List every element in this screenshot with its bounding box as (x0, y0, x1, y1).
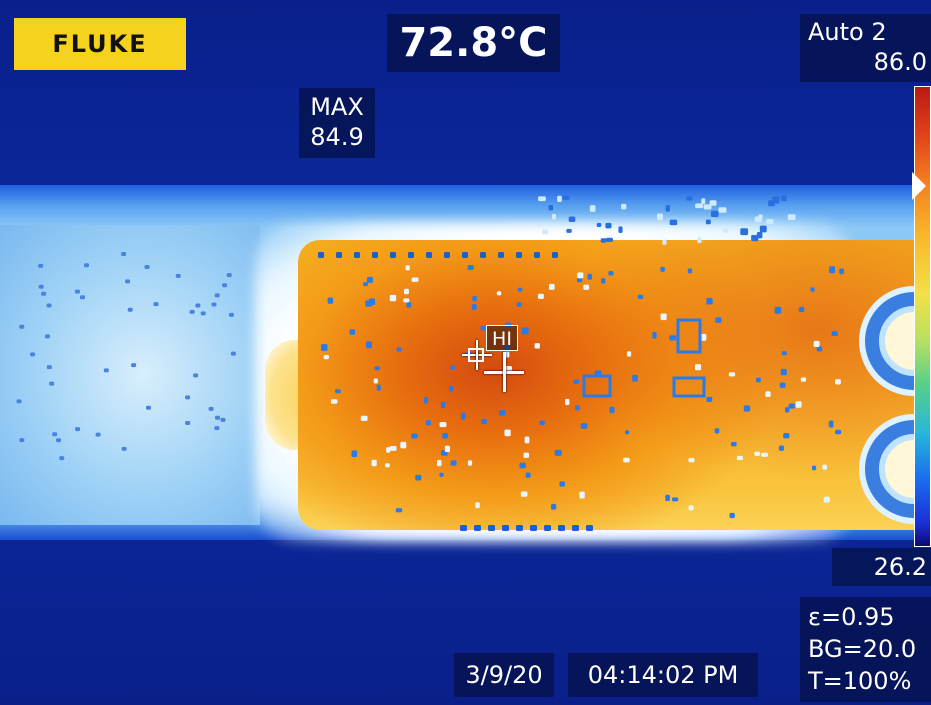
center-temperature: 72.8°C (387, 14, 560, 72)
brand-text: FLUKE (52, 30, 148, 58)
fluke-logo: FLUKE (14, 18, 186, 70)
transmission: T=100% (808, 667, 912, 695)
measurement-params: ε=0.95 BG=20.0 T=100% (800, 597, 931, 702)
range-mode: Auto 2 (808, 18, 887, 46)
capture-time: 04:14:02 PM (568, 653, 758, 697)
range-max: 86.0 (873, 48, 927, 76)
max-readout: MAX 84.9 (299, 88, 375, 158)
max-value: 84.9 (310, 123, 364, 151)
background-temp: BG=20.0 (808, 635, 917, 663)
range-readout: Auto 2 86.0 (800, 14, 931, 82)
emissivity: ε=0.95 (808, 603, 895, 631)
range-min: 26.2 (832, 548, 931, 586)
cool-board-region (0, 225, 260, 525)
hotspot-label: HI (486, 325, 518, 351)
max-label: MAX (310, 93, 364, 121)
scale-pointer-icon (912, 172, 926, 200)
capture-date: 3/9/20 (454, 653, 554, 697)
color-scale-bar (914, 86, 931, 547)
